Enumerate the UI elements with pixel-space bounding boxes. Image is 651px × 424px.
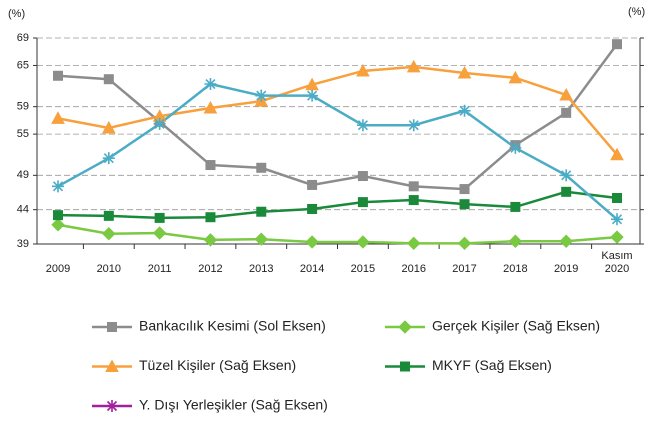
data-point bbox=[306, 89, 319, 102]
data-point bbox=[205, 212, 216, 223]
data-point bbox=[561, 107, 572, 118]
data-point bbox=[51, 218, 65, 232]
x-note: Kasım bbox=[601, 250, 632, 262]
x-tick-label: 2012 bbox=[198, 263, 222, 275]
x-tick-label: 2017 bbox=[452, 263, 476, 275]
data-point bbox=[508, 234, 523, 248]
data-point bbox=[204, 78, 217, 91]
data-point bbox=[559, 234, 573, 248]
y-tick-label: 69 bbox=[17, 32, 29, 44]
data-point bbox=[459, 184, 470, 195]
data-point bbox=[102, 152, 115, 165]
data-point bbox=[457, 236, 472, 251]
x-tick-label: 2013 bbox=[249, 263, 273, 275]
data-point bbox=[305, 235, 319, 249]
data-point bbox=[408, 181, 419, 192]
data-point bbox=[51, 111, 65, 124]
x-tick-label: 2016 bbox=[401, 263, 425, 275]
data-point bbox=[459, 199, 470, 210]
x-tick-label: 2020 bbox=[605, 263, 629, 275]
data-point bbox=[357, 197, 368, 208]
data-point bbox=[509, 141, 522, 154]
legend-marker bbox=[400, 361, 410, 372]
legend-marker bbox=[107, 322, 117, 332]
legend-label: MKYF (Sağ Eksen) bbox=[432, 357, 552, 373]
data-point bbox=[561, 186, 572, 197]
series-line bbox=[57, 65, 618, 156]
data-point bbox=[457, 65, 472, 79]
data-point bbox=[203, 233, 218, 247]
data-point bbox=[154, 212, 165, 223]
data-point bbox=[255, 89, 268, 102]
data-point bbox=[101, 120, 116, 134]
legend-label: Tüzel Kişiler (Sağ Eksen) bbox=[139, 357, 296, 373]
series-line bbox=[57, 82, 618, 221]
data-point bbox=[307, 203, 318, 214]
x-tick-label: 2015 bbox=[351, 263, 375, 275]
data-point bbox=[508, 70, 523, 84]
data-point bbox=[103, 74, 114, 85]
data-point bbox=[152, 226, 167, 240]
data-point bbox=[356, 235, 370, 249]
data-point bbox=[52, 180, 64, 193]
data-point bbox=[53, 70, 63, 81]
legend-label: Gerçek Kişiler (Sağ Eksen) bbox=[432, 318, 600, 334]
y-tick-label: 44 bbox=[17, 204, 29, 216]
data-point bbox=[53, 210, 63, 221]
x-tick-label: 2010 bbox=[97, 263, 121, 275]
data-point bbox=[256, 162, 267, 173]
legend-marker bbox=[398, 320, 412, 334]
data-point bbox=[407, 236, 421, 251]
series-line bbox=[57, 43, 619, 191]
data-point bbox=[407, 119, 420, 132]
legend-marker bbox=[106, 400, 118, 412]
data-point bbox=[356, 63, 370, 77]
data-point bbox=[203, 100, 218, 114]
data-point bbox=[153, 117, 166, 130]
data-point bbox=[406, 59, 421, 73]
data-point bbox=[560, 169, 573, 182]
x-tick-label: 2019 bbox=[554, 263, 578, 275]
x-tick-label: 2009 bbox=[46, 263, 70, 275]
data-point bbox=[205, 160, 216, 171]
data-point bbox=[307, 179, 318, 190]
legend-marker bbox=[105, 359, 119, 372]
data-point bbox=[610, 147, 624, 161]
data-point bbox=[357, 171, 368, 182]
y-tick-label: 39 bbox=[17, 238, 29, 250]
y-unit-right: (%) bbox=[628, 6, 645, 18]
data-point bbox=[458, 104, 471, 117]
data-point bbox=[408, 195, 419, 206]
y-tick-label: 55 bbox=[17, 128, 29, 140]
y-tick-label: 65 bbox=[17, 59, 29, 71]
y-tick-label: 59 bbox=[17, 101, 29, 113]
data-point bbox=[559, 87, 574, 101]
data-point bbox=[256, 206, 267, 217]
x-tick-label: 2011 bbox=[148, 263, 172, 275]
x-tick-label: 2014 bbox=[300, 263, 324, 275]
x-tick-label: 2018 bbox=[503, 263, 527, 275]
data-point bbox=[510, 201, 521, 212]
data-point bbox=[102, 226, 116, 241]
data-point bbox=[612, 192, 622, 203]
data-point bbox=[612, 39, 622, 50]
legend-label: Y. Dışı Yerleşikler (Sağ Eksen) bbox=[139, 397, 328, 413]
data-point bbox=[254, 232, 268, 246]
series-line bbox=[57, 190, 618, 220]
data-point bbox=[103, 210, 114, 221]
data-point bbox=[356, 119, 369, 132]
y-tick-label: 49 bbox=[17, 169, 29, 181]
data-point bbox=[610, 230, 624, 244]
data-point bbox=[611, 213, 623, 226]
y-unit-left: (%) bbox=[8, 8, 25, 20]
series-line bbox=[57, 223, 618, 245]
legend-label: Bankacılık Kesimi (Sol Eksen) bbox=[139, 318, 326, 334]
